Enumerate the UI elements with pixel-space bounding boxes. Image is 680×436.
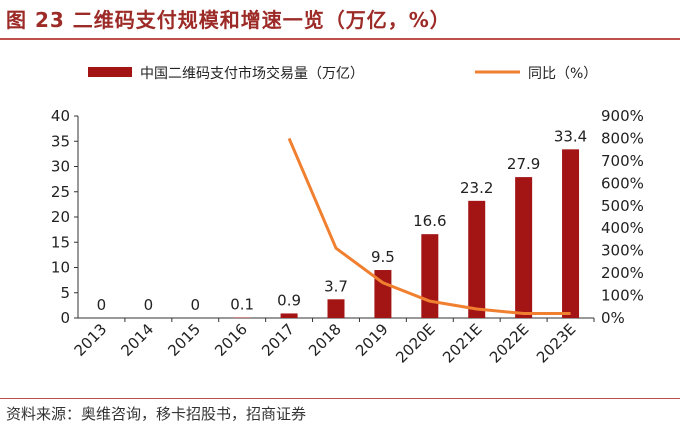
y-left-tick-label: 15 — [51, 233, 70, 251]
title-rule — [0, 38, 680, 40]
x-tick-label: 2013 — [71, 320, 111, 360]
x-tick-label: 2019 — [352, 320, 392, 360]
x-tick-label: 2016 — [211, 320, 251, 360]
bar — [327, 299, 345, 318]
x-tick-label: 2017 — [258, 320, 298, 360]
bar — [421, 234, 439, 318]
source-rule — [0, 398, 680, 399]
y-left-tick-label: 40 — [51, 107, 70, 125]
bar-value-label: 0.9 — [277, 291, 301, 309]
x-tick-label: 2022E — [486, 320, 532, 366]
y-left-tick-label: 35 — [51, 132, 70, 150]
bar-value-label: 0 — [190, 296, 200, 314]
x-tick-label: 2021E — [439, 320, 485, 366]
y-left-tick-label: 10 — [51, 259, 70, 277]
y-right-tick-label: 200% — [601, 264, 644, 282]
bar-value-label: 27.9 — [507, 155, 540, 173]
y-right-tick-label: 800% — [601, 129, 644, 147]
bar-value-label: 23.2 — [460, 179, 493, 197]
legend-bar-label: 中国二维码支付市场交易量（万亿） — [140, 65, 364, 82]
bar-value-label: 9.5 — [371, 248, 395, 266]
bar — [515, 177, 533, 318]
y-right-tick-label: 0% — [601, 309, 625, 327]
y-left-tick-label: 0 — [60, 309, 70, 327]
bar-value-label: 16.6 — [413, 212, 446, 230]
chart: 中国二维码支付市场交易量（万亿） 同比（%）05101520253035400%1… — [51, 65, 644, 367]
y-left-tick-label: 5 — [60, 284, 70, 302]
x-tick-label: 2014 — [117, 320, 157, 360]
bar — [280, 313, 298, 318]
bar — [562, 149, 580, 318]
x-tick-label: 2018 — [305, 320, 345, 360]
x-tick-label: 2015 — [164, 320, 204, 360]
legend-line-label: 同比（%） — [528, 66, 597, 82]
y-right-tick-label: 700% — [601, 152, 644, 170]
y-left-tick-label: 25 — [51, 183, 70, 201]
x-tick-label: 2020E — [392, 320, 438, 366]
x-tick-label: 2023E — [533, 320, 579, 366]
figure-title: 图 23 二维码支付规模和增速一览（万亿，%） — [6, 8, 451, 32]
y-right-tick-label: 100% — [601, 287, 644, 305]
y-right-tick-label: 300% — [601, 242, 644, 260]
y-left-tick-label: 20 — [51, 208, 70, 226]
bar — [468, 200, 486, 318]
y-right-tick-label: 500% — [601, 197, 644, 215]
bar — [233, 317, 251, 318]
bar-value-label: 0 — [97, 296, 107, 314]
bar-value-label: 3.7 — [324, 277, 348, 295]
bar-value-label: 0.1 — [230, 295, 254, 313]
growth-line — [287, 137, 571, 316]
bar-value-label: 33.4 — [554, 127, 587, 145]
y-right-tick-label: 900% — [601, 107, 644, 125]
y-left-tick-label: 30 — [51, 158, 70, 176]
source-note: 资料来源：奥维咨询，移卡招股书，招商证券 — [6, 405, 307, 423]
bar-value-label: 0 — [144, 296, 154, 314]
bar — [374, 270, 392, 318]
y-right-tick-label: 400% — [601, 219, 644, 237]
legend-bar-swatch — [88, 67, 132, 77]
y-right-tick-label: 600% — [601, 174, 644, 192]
